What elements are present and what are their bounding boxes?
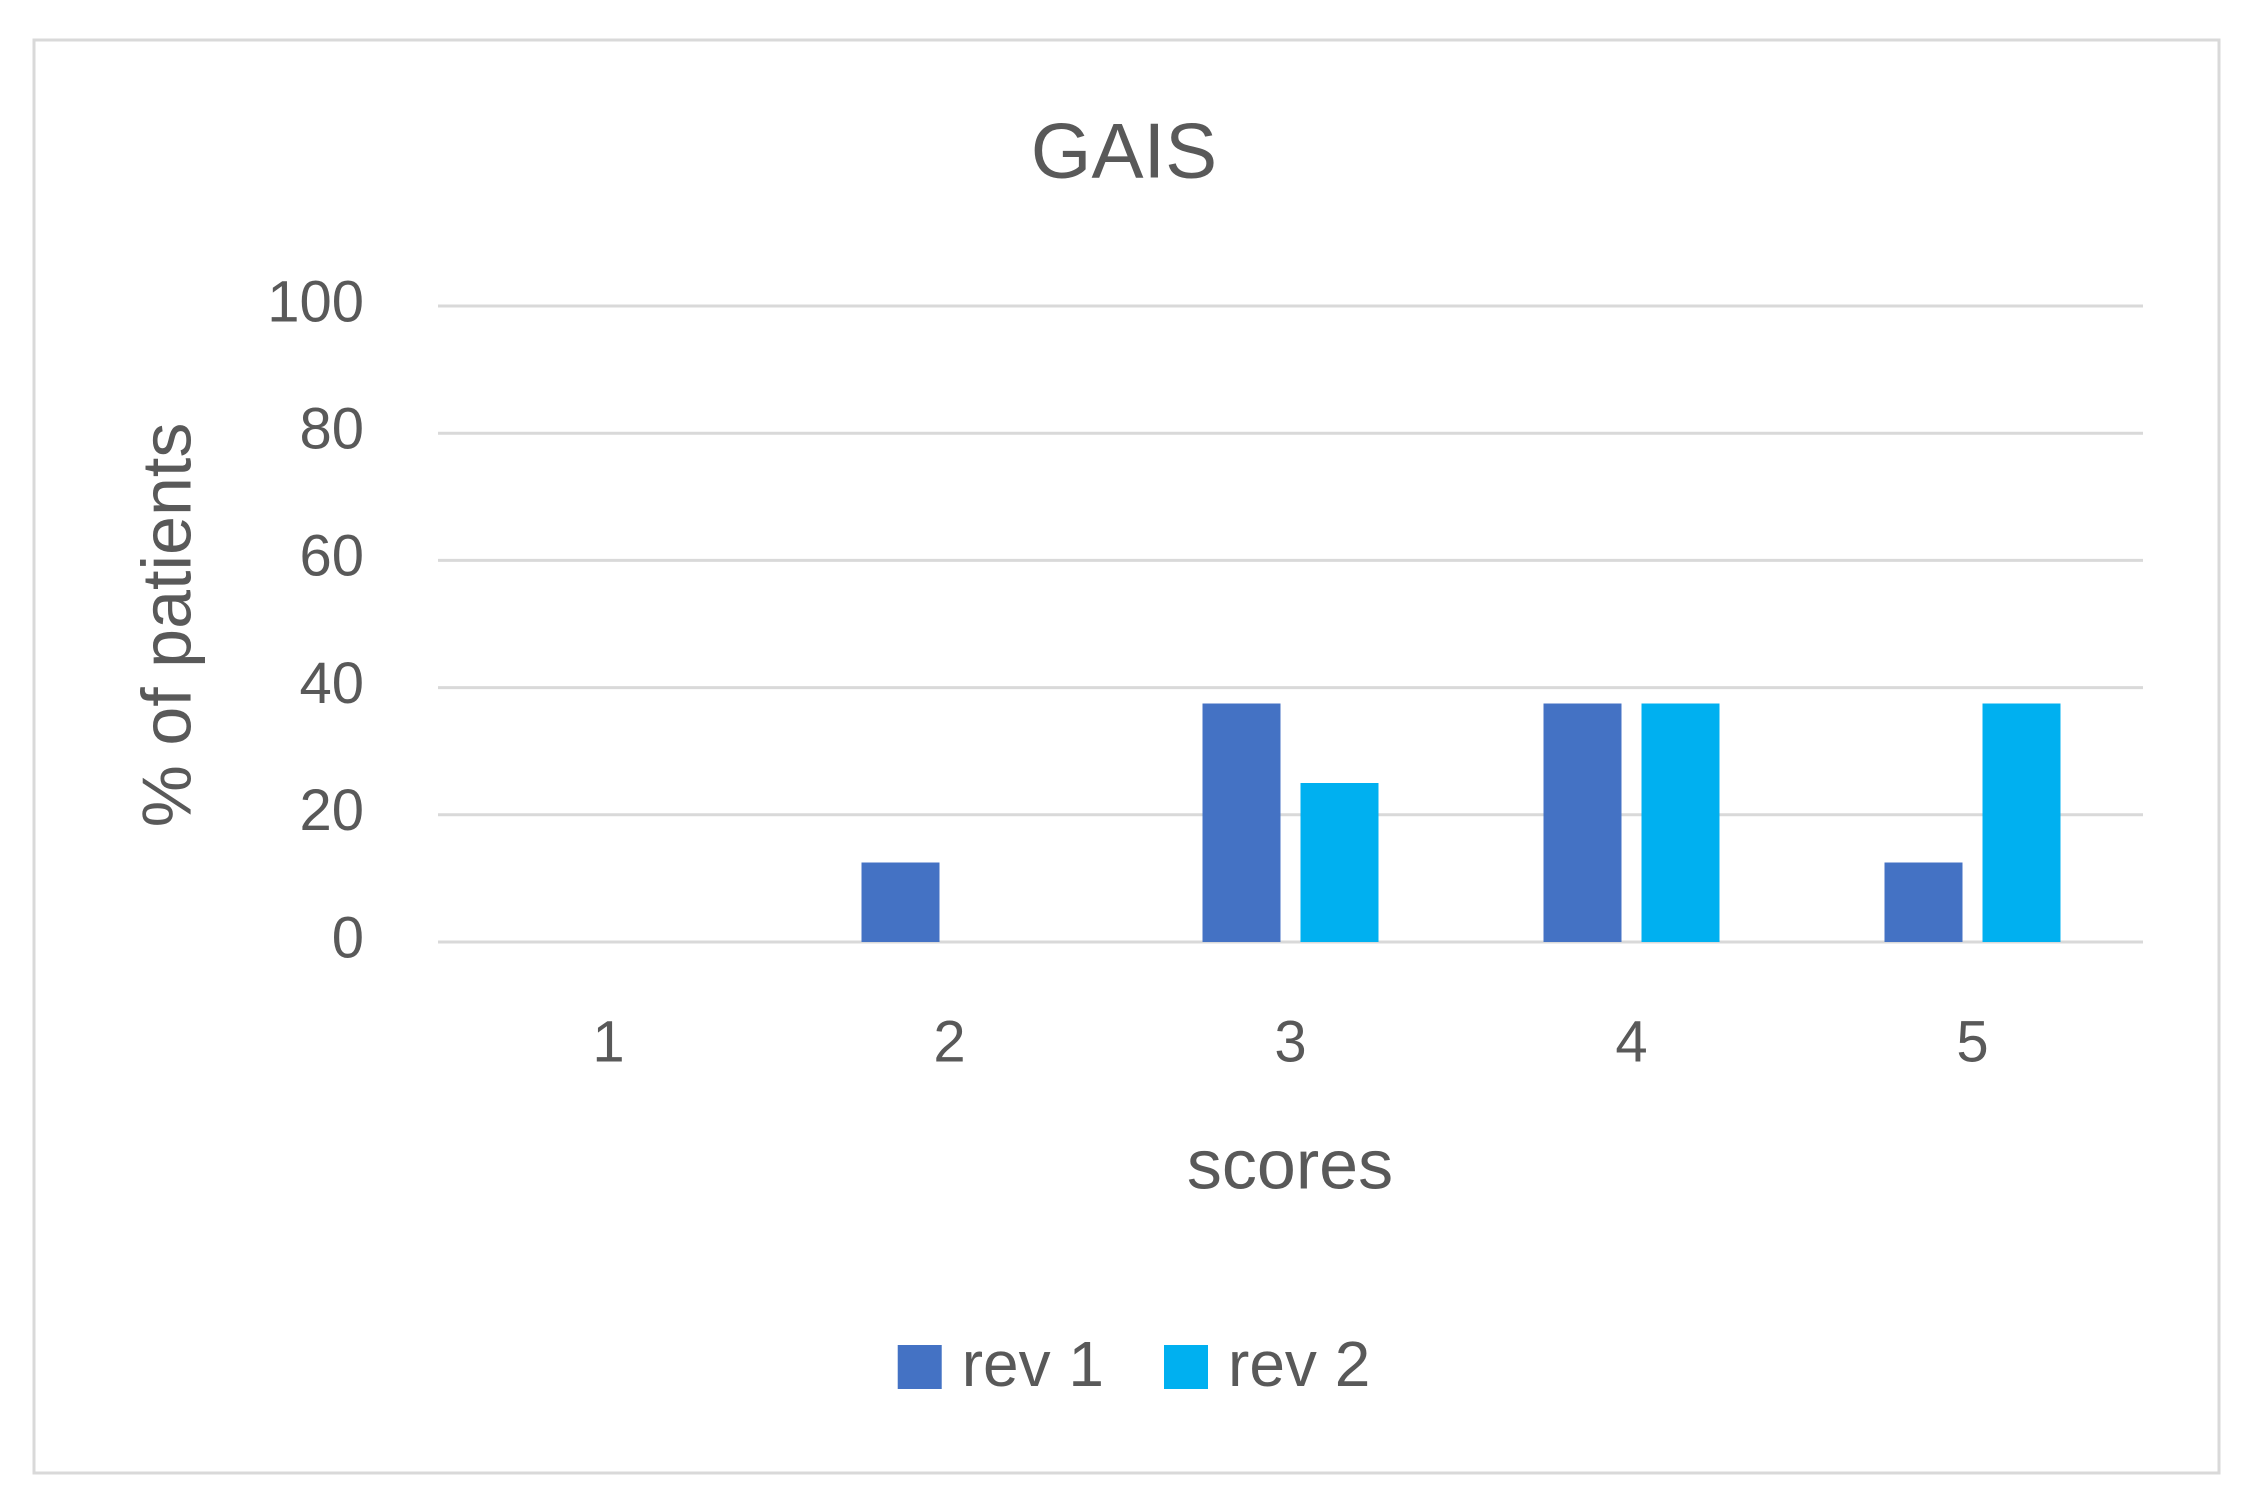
bar — [1543, 703, 1622, 942]
y-tick-label: 20 — [299, 778, 364, 843]
bar — [1884, 862, 1963, 942]
bar — [1982, 703, 2061, 942]
chart-title: GAIS — [1031, 107, 1217, 195]
x-tick-label: 1 — [592, 1009, 624, 1074]
x-tick-label: 4 — [1615, 1009, 1647, 1074]
legend-swatch — [1164, 1345, 1208, 1389]
legend-label: rev 1 — [962, 1328, 1104, 1400]
x-axis-label: scores — [1187, 1125, 1393, 1203]
bar — [1300, 783, 1379, 942]
bar — [1202, 703, 1281, 942]
y-tick-label: 40 — [299, 651, 364, 716]
x-tick-label: 2 — [933, 1009, 965, 1074]
x-tick-label: 5 — [1956, 1009, 1988, 1074]
x-tick-label: 3 — [1274, 1009, 1306, 1074]
y-axis-label: % of patients — [127, 423, 205, 828]
y-tick-label: 0 — [332, 905, 364, 970]
bar — [1641, 703, 1720, 942]
bar — [861, 862, 940, 942]
chart-border — [32, 38, 2221, 1475]
legend-label: rev 2 — [1228, 1328, 1370, 1400]
y-tick-label: 80 — [299, 397, 364, 462]
legend-swatch — [897, 1345, 942, 1389]
y-tick-label: 60 — [299, 524, 364, 589]
y-tick-label: 100 — [267, 269, 364, 334]
